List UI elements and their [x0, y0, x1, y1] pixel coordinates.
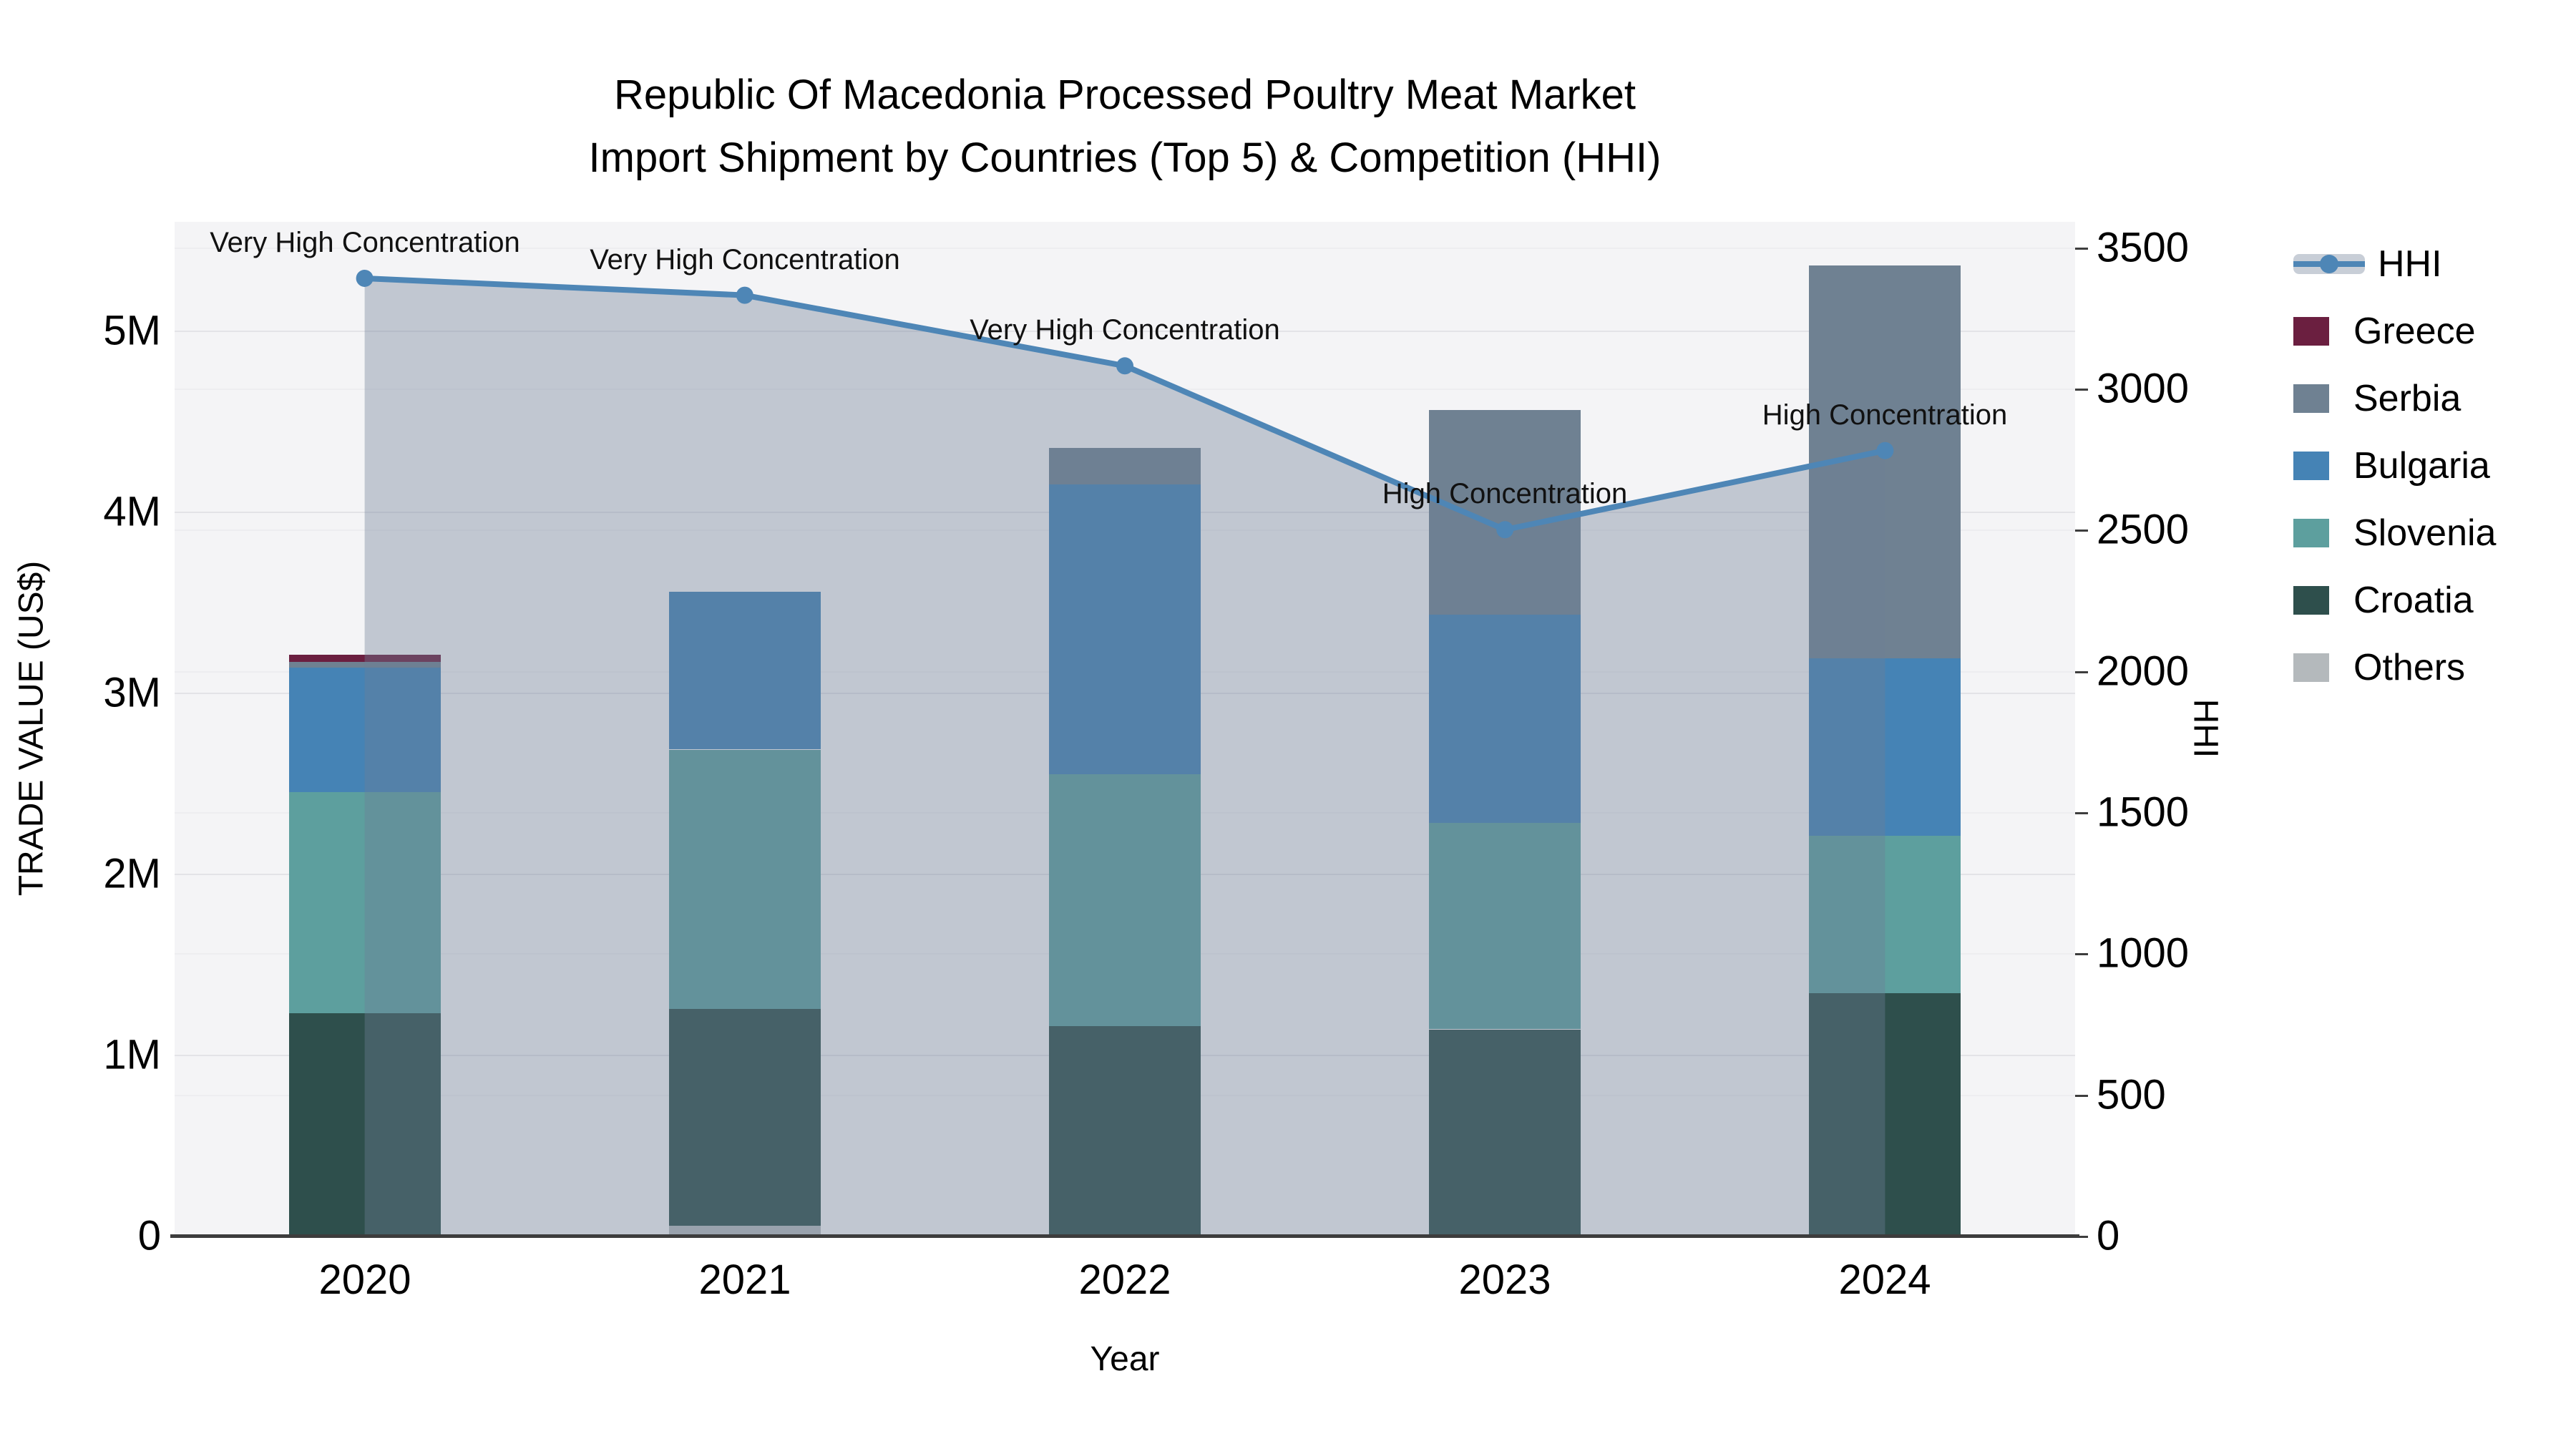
- bar-2024-croatia: [1809, 993, 1961, 1236]
- legend-item-bulgaria: Bulgaria: [2293, 432, 2490, 499]
- legend-item-hhi: HHI: [2293, 230, 2442, 298]
- bar-2022-croatia: [1049, 1025, 1201, 1236]
- bar-2021-croatia: [669, 1008, 821, 1226]
- bar-2022-bulgaria: [1049, 484, 1201, 774]
- legend: HHI Greece Serbia Bulgaria Slovenia Croatia Ot…: [2293, 230, 2572, 717]
- legend-swatch-bulgaria: [2293, 452, 2329, 480]
- x-tick-2022: 2022: [1078, 1257, 1171, 1303]
- legend-hhi-line-icon: [2293, 250, 2365, 278]
- x-tick-2024: 2024: [1838, 1257, 1931, 1303]
- chart-title-line-1: Republic Of Macedonia Processed Poultry …: [613, 72, 1636, 118]
- left-tick-4M: 4M: [103, 488, 161, 535]
- left-tick-2M: 2M: [103, 850, 161, 897]
- bar-2024-slovenia: [1809, 836, 1961, 993]
- right-tick-3500: 3500: [2097, 224, 2190, 271]
- legend-label-slovenia: Slovenia: [2353, 512, 2497, 554]
- legend-item-greece: Greece: [2293, 298, 2476, 365]
- legend-hhi-marker-dot: [2320, 255, 2338, 273]
- legend-swatch-slovenia: [2293, 519, 2329, 547]
- hhi-marker-2021: [736, 286, 753, 304]
- left-tick-5M: 5M: [103, 307, 161, 354]
- right-tick-2000: 2000: [2097, 648, 2190, 695]
- right-tick-0: 0: [2097, 1212, 2120, 1259]
- hhi-marker-2020: [356, 269, 374, 287]
- right-tick-1500: 1500: [2097, 789, 2190, 836]
- gridline-trade-5000000: [175, 330, 2075, 332]
- bar-2020-bulgaria: [289, 667, 441, 792]
- legend-swatch-serbia: [2293, 384, 2329, 413]
- annotation-2020: Very High Concentration: [210, 227, 520, 258]
- x-tick-2021: 2021: [698, 1257, 791, 1303]
- legend-swatch-greece: [2293, 317, 2329, 346]
- right-tick-mark-2000: [2075, 671, 2088, 673]
- hhi-area-fill: [364, 278, 1885, 1236]
- bar-2022-slovenia: [1049, 774, 1201, 1026]
- hhi-line-layer: [356, 269, 1894, 1236]
- x-tick-2020: 2020: [318, 1257, 411, 1303]
- legend-item-slovenia: Slovenia: [2293, 499, 2496, 567]
- right-tick-500: 500: [2097, 1071, 2166, 1118]
- left-tick-0: 0: [137, 1212, 161, 1259]
- bar-2021-bulgaria: [669, 592, 821, 749]
- gridline-hhi-3000: [175, 388, 2075, 390]
- hhi-marker-2022: [1116, 357, 1133, 375]
- bar-2024-bulgaria: [1809, 658, 1961, 836]
- bar-2020-croatia: [289, 1013, 441, 1236]
- right-tick-mark-0: [2075, 1236, 2088, 1238]
- legend-item-croatia: Croatia: [2293, 567, 2474, 634]
- legend-label-croatia: Croatia: [2353, 580, 2474, 621]
- legend-item-serbia: Serbia: [2293, 365, 2461, 432]
- right-axis-title: HHI: [2186, 698, 2225, 758]
- x-axis-line: [170, 1234, 2079, 1238]
- right-tick-mark-2500: [2075, 530, 2088, 532]
- x-tick-2023: 2023: [1458, 1257, 1551, 1303]
- bar-2020-serbia: [289, 662, 441, 668]
- hhi-marker-2024: [1876, 441, 1894, 459]
- annotation-2021: Very High Concentration: [590, 244, 900, 275]
- legend-label-bulgaria: Bulgaria: [2353, 445, 2490, 487]
- right-tick-1000: 1000: [2097, 930, 2190, 977]
- annotation-2022: Very High Concentration: [970, 314, 1280, 346]
- legend-label-greece: Greece: [2353, 311, 2476, 352]
- right-tick-mark-3000: [2075, 389, 2088, 391]
- bar-2022-serbia: [1049, 448, 1201, 484]
- legend-label-serbia: Serbia: [2353, 378, 2462, 419]
- legend-label-hhi: HHI: [2378, 243, 2442, 285]
- right-tick-mark-1500: [2075, 812, 2088, 814]
- legend-swatch-croatia: [2293, 586, 2329, 615]
- legend-swatch-others: [2293, 653, 2329, 682]
- bar-2020-greece: [289, 655, 441, 662]
- left-tick-3M: 3M: [103, 669, 161, 716]
- annotation-2023: High Concentration: [1382, 478, 1628, 509]
- bar-2021-slovenia: [669, 750, 821, 1009]
- x-axis-title: Year: [1090, 1340, 1160, 1378]
- bar-2023-serbia: [1429, 410, 1581, 615]
- bar-2023-croatia: [1429, 1030, 1581, 1236]
- bar-2023-bulgaria: [1429, 615, 1581, 823]
- chart-title-line-2: Import Shipment by Countries (Top 5) & C…: [588, 135, 1662, 181]
- legend-label-others: Others: [2353, 647, 2466, 688]
- gridline-hhi-3500: [175, 247, 2075, 249]
- right-tick-3000: 3000: [2097, 365, 2190, 412]
- hhi-marker-2023: [1496, 521, 1514, 539]
- annotation-2024: High Concentration: [1762, 399, 2008, 431]
- right-tick-mark-500: [2075, 1095, 2088, 1097]
- left-tick-1M: 1M: [103, 1031, 161, 1078]
- left-axis-title: TRADE VALUE (US$): [12, 560, 51, 897]
- bar-2020-slovenia: [289, 792, 441, 1013]
- bar-2023-slovenia: [1429, 823, 1581, 1029]
- right-tick-mark-1000: [2075, 953, 2088, 955]
- right-tick-mark-3500: [2075, 248, 2088, 250]
- plot-area: [175, 222, 2075, 1236]
- legend-item-others: Others: [2293, 634, 2465, 701]
- bar-2021-others: [669, 1226, 821, 1236]
- right-tick-2500: 2500: [2097, 506, 2190, 553]
